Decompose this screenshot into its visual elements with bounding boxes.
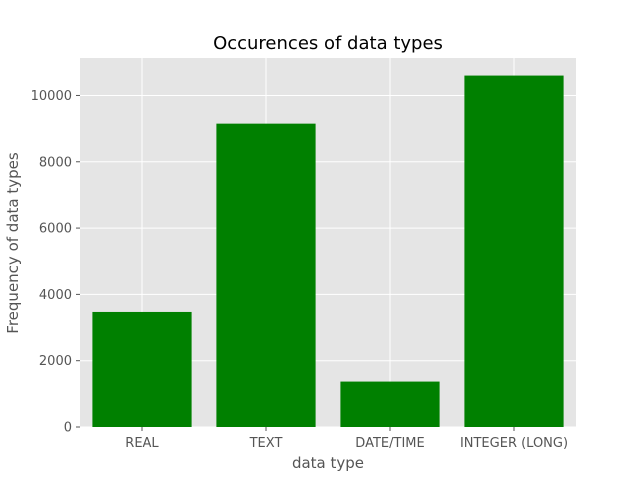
chart-title: Occurences of data types	[213, 33, 443, 54]
bar-2	[340, 381, 440, 427]
y-tick-label: 2000	[39, 354, 72, 369]
bar-1	[216, 123, 316, 428]
y-tick-label: 10000	[31, 89, 72, 104]
bar-0	[92, 311, 192, 427]
y-tick-label: 4000	[39, 288, 72, 303]
x-tick-label: DATE/TIME	[355, 436, 424, 451]
y-tick-label: 8000	[39, 155, 72, 170]
y-tick-label: 6000	[39, 222, 72, 237]
x-tick-label: TEXT	[249, 436, 283, 451]
y-tick-label: 0	[64, 421, 72, 436]
x-axis-ticks: REAL TEXT DATE/TIME INTEGER (LONG)	[125, 427, 568, 451]
x-tick-label: REAL	[125, 436, 159, 451]
y-axis-ticks: 0 2000 4000 6000 8000 10000	[31, 89, 80, 436]
y-axis-label: Frequency of data types	[4, 152, 22, 334]
bar-3	[464, 75, 564, 428]
bars	[92, 75, 564, 428]
x-tick-label: INTEGER (LONG)	[460, 436, 568, 451]
x-axis-label: data type	[292, 454, 364, 472]
